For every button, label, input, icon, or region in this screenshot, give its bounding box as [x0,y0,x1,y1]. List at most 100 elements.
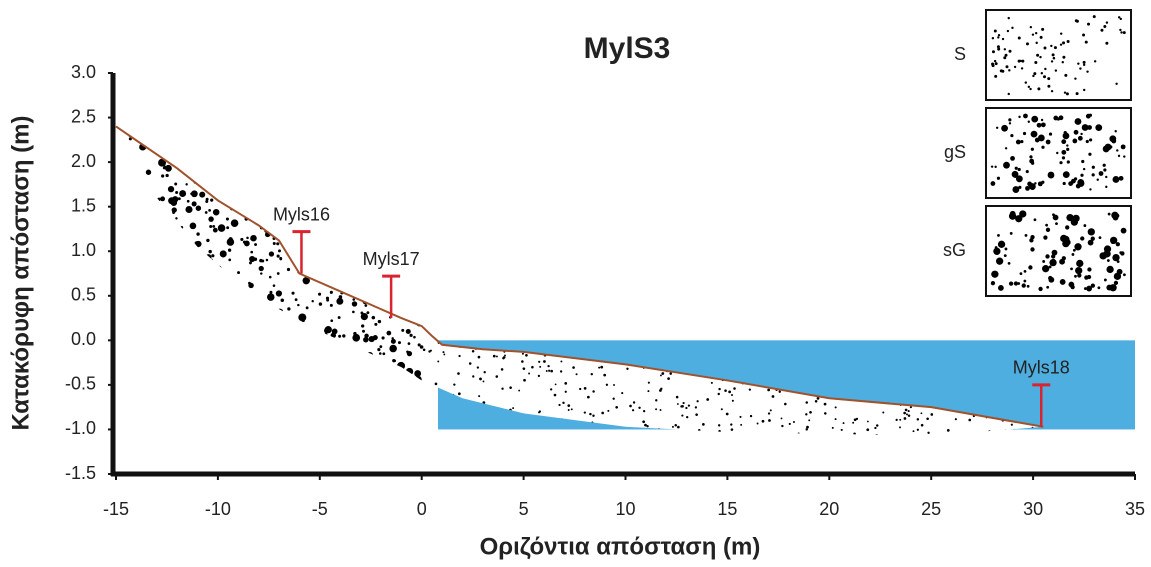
grain [276,308,284,316]
grain [464,274,467,277]
grain [269,404,275,410]
grain [359,163,363,167]
grain [221,400,227,406]
grain [767,388,770,392]
grain [541,319,544,322]
grain [361,324,365,328]
grain [660,374,662,377]
grain [345,386,349,390]
grain [427,151,430,154]
grain [167,333,171,337]
legend-grain [1031,33,1035,36]
grain [937,305,940,308]
legend-grain [1093,60,1097,63]
grain [932,141,935,145]
grain [413,186,420,193]
grain [278,340,283,346]
grain [180,382,183,386]
legend-grain [1047,171,1055,179]
grain [136,428,142,435]
grain [131,326,134,330]
grain [398,391,402,396]
grain [297,303,300,307]
legend-grain [1106,259,1110,262]
grain [455,186,459,189]
grain [659,186,663,189]
grain [751,160,755,164]
grain [304,154,308,158]
grain [895,280,899,284]
grain [694,270,697,273]
grain [250,174,255,179]
grain [668,180,671,183]
legend-grain [1103,25,1107,29]
grain [186,199,190,203]
grain [614,313,617,316]
grain [871,153,874,156]
grain [1006,435,1010,436]
grain [392,358,396,363]
grain [348,229,352,233]
grain [419,304,423,309]
grain [136,409,139,413]
grain [846,198,849,201]
grain [898,286,902,289]
grain [778,194,782,198]
grain [478,229,481,233]
legend-grain [1023,279,1027,283]
grain [162,371,166,375]
grain [925,179,928,182]
grain [343,426,347,430]
grain [206,267,211,272]
grain [641,270,644,273]
grain [834,406,837,409]
grain [967,144,971,148]
grain [355,161,359,166]
grain [1020,202,1023,205]
grain [366,311,370,315]
grain [223,300,228,304]
grain [427,417,430,420]
grain [160,218,167,225]
grain [561,334,564,337]
grain [360,311,364,315]
grain [414,161,418,164]
grain [353,177,357,181]
grain [316,137,319,140]
grain [291,354,298,361]
grain [552,208,555,211]
grain [147,294,155,302]
grain [483,371,486,374]
grain [400,155,405,159]
grain [145,315,149,319]
grain [525,353,528,357]
grain [169,219,173,223]
grain [479,171,482,175]
grain [184,326,188,330]
grain [926,417,929,420]
grain [881,312,885,316]
sample-label: Myls16 [273,204,330,224]
grain [548,284,552,288]
grain [735,194,739,197]
grain [981,219,984,223]
legend-grain [1044,67,1047,71]
grain [943,329,946,333]
grain [426,131,430,134]
grain [329,290,333,294]
grain [797,169,800,172]
grain [210,376,214,380]
grain [640,126,643,129]
grain [502,357,505,360]
grain [706,263,710,266]
grain [170,403,174,407]
grain [918,279,922,283]
grain [815,264,819,268]
grain [429,156,433,159]
grain [576,299,580,303]
legend-grain [991,50,995,54]
grain [271,329,279,337]
grain [341,346,349,354]
grain [969,168,972,171]
grain [767,247,771,251]
